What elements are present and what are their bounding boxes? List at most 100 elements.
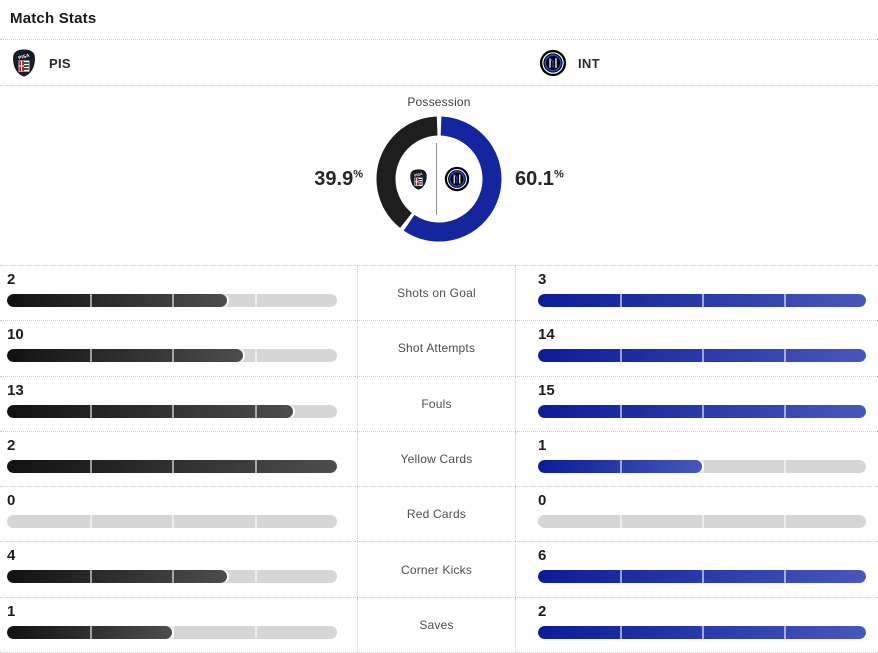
bar-segment-divider — [784, 404, 786, 418]
bar-segment-divider — [254, 515, 257, 529]
possession-label: Possession — [407, 95, 471, 109]
module-header: Match Stats — [0, 0, 878, 40]
home-bar-track — [7, 459, 337, 473]
bar-segment-divider — [172, 570, 174, 584]
stat-row: 13 Fouls 15 — [0, 375, 878, 431]
away-value: 14 — [538, 326, 555, 344]
possession-donut-chart — [376, 116, 502, 242]
bar-segment-divider — [89, 349, 92, 363]
pisa-logo-icon — [10, 49, 38, 77]
away-bar-track — [538, 625, 866, 639]
bar-segment-divider — [172, 459, 174, 473]
stat-cell-home: 1 — [0, 598, 357, 652]
stat-label: Red Cards — [357, 487, 516, 542]
bar-segment-divider — [254, 459, 257, 473]
teams-row: PIS INT — [0, 40, 878, 86]
inter-logo-icon — [444, 166, 470, 192]
bar-segment-divider — [89, 515, 92, 529]
bar-segment-divider — [784, 459, 786, 473]
bar-segment-divider — [784, 349, 786, 363]
stat-cell-away: 14 — [516, 321, 878, 375]
bar-segment-divider — [620, 515, 622, 529]
stat-cell-away: 6 — [516, 542, 878, 596]
team-abbr-away: INT — [578, 55, 600, 71]
stat-row: 4 Corner Kicks 6 — [0, 541, 878, 597]
team-abbr-home: PIS — [49, 55, 71, 71]
stat-cell-away: 3 — [516, 266, 878, 320]
bar-segment-divider — [172, 515, 174, 529]
stat-row: 10 Shot Attempts 14 — [0, 320, 878, 376]
home-bar-track — [7, 625, 337, 639]
stat-label: Yellow Cards — [357, 431, 516, 487]
module-title: Match Stats — [10, 10, 97, 27]
bar-segment-divider — [620, 349, 622, 363]
stat-cell-away: 0 — [516, 487, 878, 541]
home-value: 10 — [7, 326, 24, 344]
bar-segment-divider — [254, 404, 257, 418]
stat-cell-home: 13 — [0, 377, 357, 431]
bar-segment-divider — [620, 459, 622, 473]
bar-segment-divider — [784, 515, 786, 529]
stat-cell-home: 0 — [0, 487, 357, 541]
away-bar-track — [538, 570, 866, 584]
home-value: 13 — [7, 381, 24, 399]
bar-segment-divider — [89, 294, 92, 307]
home-value: 4 — [7, 547, 16, 565]
team-header-home[interactable]: PIS — [10, 40, 71, 86]
away-bar-track — [538, 404, 866, 418]
bar-segment-divider — [89, 459, 92, 473]
home-value: 2 — [7, 271, 16, 288]
possession-donut-center — [376, 116, 502, 242]
away-value: 2 — [538, 602, 547, 620]
home-bar-track — [7, 570, 337, 584]
away-bar-track — [538, 515, 866, 529]
bar-segment-divider — [172, 625, 174, 639]
stat-cell-away: 1 — [516, 432, 878, 486]
donut-divider — [436, 143, 437, 215]
stat-row: 0 Red Cards 0 — [0, 486, 878, 542]
away-value: 0 — [538, 492, 547, 510]
bar-segment-divider — [702, 294, 704, 307]
bar-segment-divider — [172, 349, 174, 363]
stat-cell-away: 2 — [516, 598, 878, 652]
bar-segment-divider — [254, 570, 257, 584]
bar-segment-divider — [702, 570, 704, 584]
bar-segment-divider — [620, 570, 622, 584]
possession-chart-row: 39.9% 60.1% — [0, 116, 878, 242]
stat-row: 2 Yellow Cards 1 — [0, 430, 878, 487]
home-bar-fill — [7, 294, 227, 307]
stat-cell-home: 4 — [0, 542, 357, 596]
possession-pct-away: 60.1% — [515, 168, 587, 191]
away-bar-track — [538, 349, 866, 363]
stat-cell-home: 2 — [0, 432, 357, 486]
home-bar-fill — [7, 404, 293, 418]
team-header-away[interactable]: INT — [539, 40, 600, 86]
bar-segment-divider — [172, 294, 174, 307]
stat-label: Saves — [357, 597, 516, 652]
away-bar-track — [538, 459, 866, 473]
home-bar-track — [7, 349, 337, 363]
bar-segment-divider — [702, 349, 704, 363]
bar-segment-divider — [620, 625, 622, 639]
stat-row: 1 Saves 2 — [0, 596, 878, 652]
pisa-logo-icon — [408, 169, 429, 190]
bar-segment-divider — [254, 349, 257, 363]
away-value: 1 — [538, 436, 547, 454]
stats-table: 2 Shots on Goal 3 10 — [0, 265, 878, 653]
stat-cell-home: 10 — [0, 321, 357, 375]
home-bar-track — [7, 515, 337, 529]
bar-segment-divider — [784, 294, 786, 307]
bar-segment-divider — [254, 625, 257, 639]
bar-segment-divider — [172, 404, 174, 418]
stat-label: Shots on Goal — [357, 266, 516, 321]
possession-donut — [376, 116, 502, 242]
home-value: 2 — [7, 436, 16, 454]
home-value: 0 — [7, 492, 16, 510]
away-value: 15 — [538, 381, 555, 399]
bar-segment-divider — [89, 625, 92, 639]
home-value: 1 — [7, 602, 16, 620]
possession-pct-home-value: 39.9 — [314, 167, 354, 190]
bar-segment-divider — [620, 294, 622, 307]
possession-pct-away-value: 60.1 — [515, 167, 554, 190]
